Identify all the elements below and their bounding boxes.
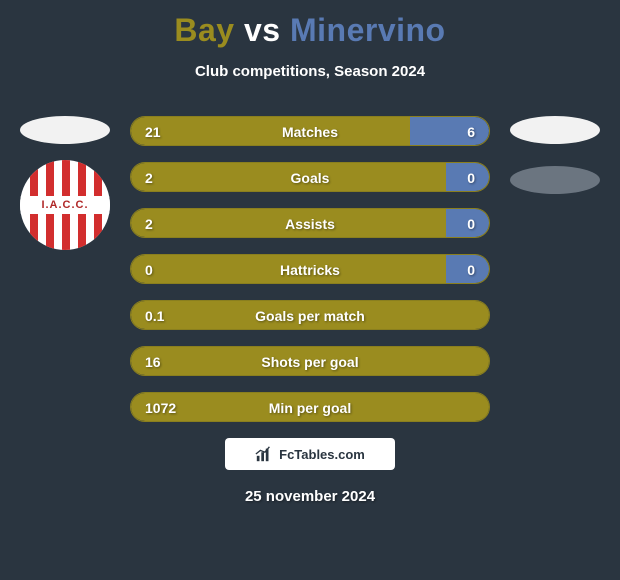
- bar-label: Min per goal: [131, 393, 489, 421]
- stat-bar-row: 20Assists: [130, 208, 490, 238]
- bar-label: Matches: [131, 117, 489, 145]
- comparison-heading: Bay vs Minervino: [0, 0, 620, 49]
- stat-bar-row: 20Goals: [130, 162, 490, 192]
- bar-label: Shots per goal: [131, 347, 489, 375]
- club-badge-left: I.A.C.C.: [20, 160, 110, 250]
- comparison-content: I.A.C.C. 216Matches 20Goals 20Assists 00Hat…: [0, 116, 620, 422]
- bar-label: Goals: [131, 163, 489, 191]
- player-right-name: Minervino: [290, 12, 446, 48]
- date-line: 25 november 2024: [0, 488, 620, 505]
- left-badge-column: I.A.C.C.: [10, 116, 120, 250]
- right-badge-column: [500, 116, 610, 206]
- club-badge-text: I.A.C.C.: [20, 196, 110, 214]
- subtitle: Club competitions, Season 2024: [0, 63, 620, 80]
- vs-separator: vs: [244, 12, 281, 48]
- player-left-name: Bay: [174, 12, 234, 48]
- chart-icon: [255, 445, 273, 463]
- flag-oval-icon: [20, 116, 110, 144]
- bar-label: Hattricks: [131, 255, 489, 283]
- brand-text: FcTables.com: [279, 447, 365, 462]
- stat-bar-row: 16Shots per goal: [130, 346, 490, 376]
- stat-bar-row: 00Hattricks: [130, 254, 490, 284]
- stat-bar-row: 0.1Goals per match: [130, 300, 490, 330]
- stat-bar-row: 1072Min per goal: [130, 392, 490, 422]
- comparison-bars: 216Matches 20Goals 20Assists 00Hattricks 0.1…: [130, 116, 490, 422]
- bar-label: Assists: [131, 209, 489, 237]
- stat-bar-row: 216Matches: [130, 116, 490, 146]
- bar-label: Goals per match: [131, 301, 489, 329]
- club-badge-placeholder-icon: [510, 166, 600, 194]
- flag-oval-icon: [510, 116, 600, 144]
- brand-logo: FcTables.com: [225, 438, 395, 470]
